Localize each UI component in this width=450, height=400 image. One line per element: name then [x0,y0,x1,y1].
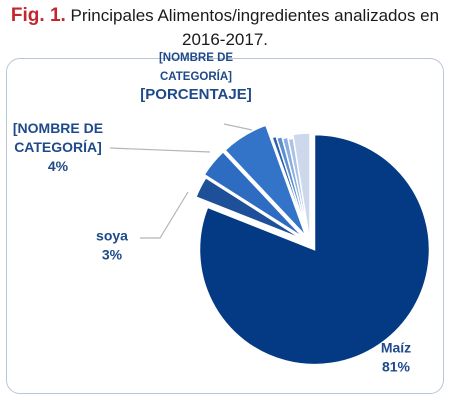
caption-text: Principales Alimentos/ingredientes anali… [70,6,440,25]
slice-label-3: [NOMBRE DE CATEGORÍA] [PORCENTAJE] [140,52,251,103]
pie-slice-8 [291,132,311,244]
slice-label-line: [NOMBRE DE [159,52,233,64]
slice-label-line: Maíz [381,340,411,356]
leader-line-2 [109,147,211,153]
slice-label-line: CATEGORÍA] [14,139,102,155]
pie-slice-6 [281,136,311,244]
slice-label-2: [NOMBRE DE CATEGORÍA] 4% [13,120,103,174]
slice-label-0: Maíz 81% [381,340,411,375]
pie-slice-3 [223,124,307,237]
slice-label-line: 81% [382,359,411,375]
caption-line-1: Fig. 1. Principales Alimentos/ingredient… [0,4,450,28]
slice-label-line: CATEGORÍA] [160,70,232,83]
leader-line-1 [140,191,189,239]
slice-label-line: 3% [102,247,123,263]
slice-label-line: 4% [48,158,69,174]
figure-caption: Fig. 1. Principales Alimentos/ingredient… [0,4,450,52]
figure-number: Fig. 1. [10,5,66,26]
slice-label-line: soya [96,228,128,244]
pie-slice-2 [203,150,305,239]
slice-label-1: soya 3% [96,228,128,263]
slice-label-line: [NOMBRE DE [13,120,103,136]
caption-line-2: 2016-2017. [181,30,269,49]
pie-slice-5 [275,135,311,244]
leader-line-3 [223,123,253,131]
slice-label-line: [PORCENTAJE] [140,86,251,103]
pie-slice-1 [194,176,304,241]
pie-slice-0 [198,133,431,366]
pie-slice-4 [271,135,311,244]
